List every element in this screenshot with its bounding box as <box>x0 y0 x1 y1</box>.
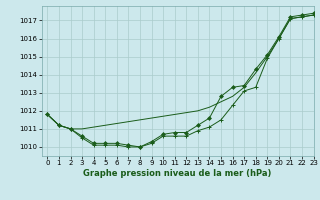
X-axis label: Graphe pression niveau de la mer (hPa): Graphe pression niveau de la mer (hPa) <box>84 169 272 178</box>
